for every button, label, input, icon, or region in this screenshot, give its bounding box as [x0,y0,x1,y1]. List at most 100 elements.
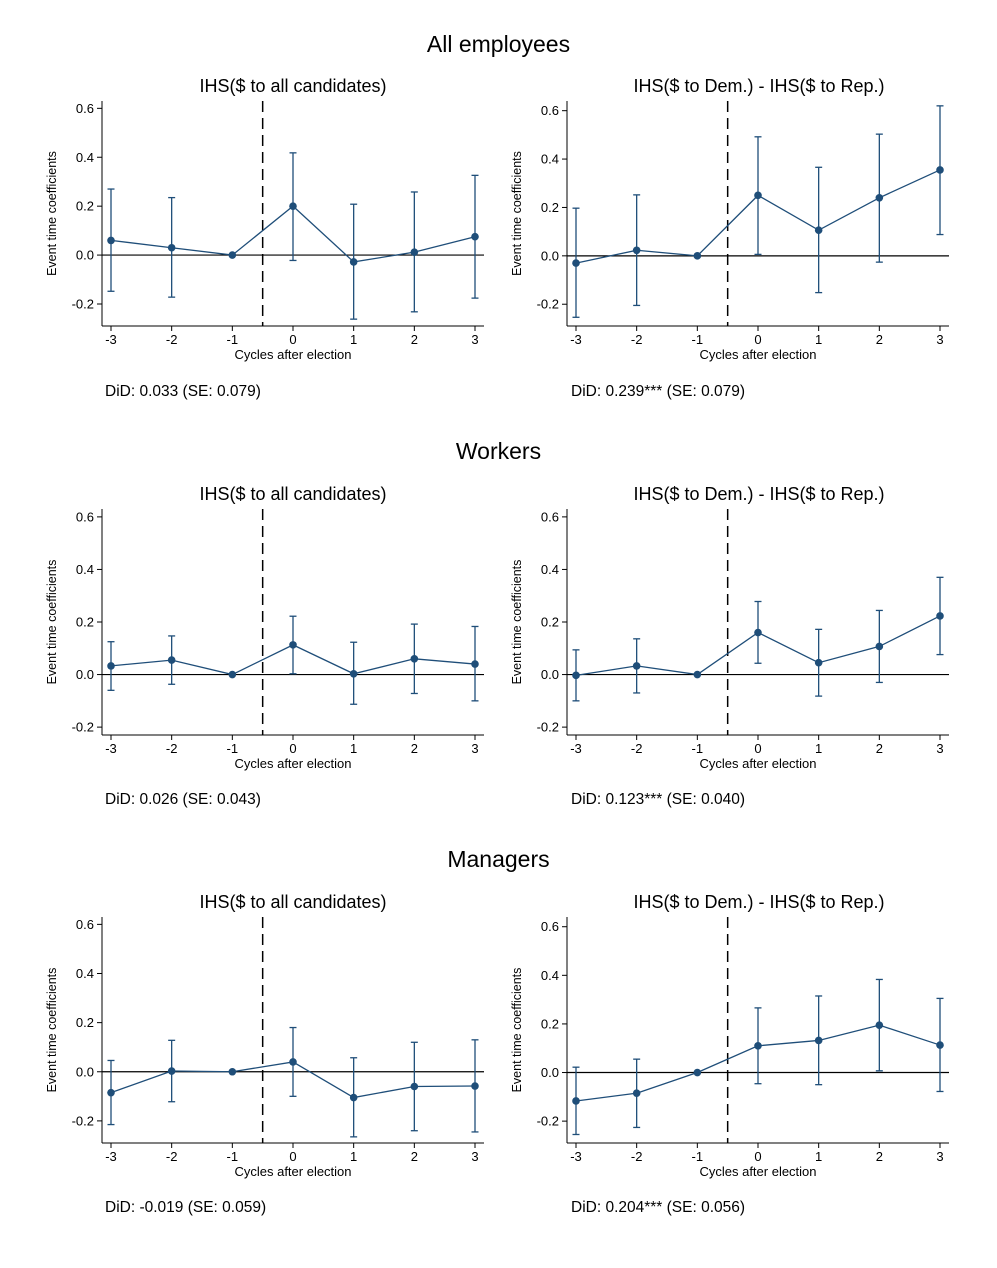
x-tick-label: 0 [754,1149,761,1164]
x-tick-label: 2 [411,741,418,756]
coefficient-point [632,1089,641,1097]
y-tick-label: -0.2 [72,296,94,311]
y-tick-label: -0.2 [537,297,559,312]
y-axis-label: Event time coefficients [510,560,524,685]
y-axis-label: Event time coefficients [510,151,524,276]
panel-title-managers-total: IHS($ to all candidates) [199,892,387,912]
x-tick-label: 2 [876,741,883,756]
y-tick-label: 0.2 [76,1015,94,1030]
x-axis-label: Cycles after election [699,756,816,771]
panel-title-managers-diff: IHS($ to Dem.) - IHS($ to Rep.) [633,892,885,912]
x-axis-label: Cycles after election [699,347,816,362]
x-tick-label: -3 [105,1149,117,1164]
y-tick-label: 0.4 [76,562,94,577]
coefficient-point [167,1067,176,1075]
x-tick-label: 1 [815,332,822,347]
x-tick-label: 2 [411,1149,418,1164]
section-title-all-employees: All employees [426,31,571,57]
coefficient-point [754,1041,762,1050]
y-axis-label: Event time coefficients [510,968,524,1093]
x-tick-label: 1 [350,741,357,756]
x-tick-label: 1 [350,332,357,347]
panel-title-workers-total: IHS($ to all candidates) [199,484,387,504]
coefficient-point [410,654,419,663]
x-tick-label: -2 [166,1149,178,1164]
coefficient-point [814,658,823,667]
y-tick-label: 0.6 [541,509,559,524]
did-managers-total: DiD: -0.019 (SE: 0.059) [105,1199,267,1216]
x-tick-label: 3 [471,1149,478,1164]
x-tick-label: 0 [289,332,296,347]
coefficient-point [349,669,358,678]
coefficient-point [875,193,884,202]
x-tick-label: -3 [570,332,582,347]
coefficient-point [693,252,702,260]
coefficient-point [289,641,297,649]
coefficient-point [936,1041,944,1049]
coefficient-point [167,243,176,252]
coefficient-point [572,1097,580,1105]
y-axis-label: Event time coefficients [45,968,59,1093]
coefficient-point [632,246,641,255]
did-managers-diff: DiD: 0.204*** (SE: 0.056) [571,1199,746,1216]
x-tick-label: -3 [570,741,582,756]
coefficient-point [107,1088,115,1097]
x-axis-label: Cycles after election [234,756,351,771]
x-tick-label: -1 [227,1149,239,1164]
x-tick-label: 2 [876,1149,883,1164]
coefficient-point [754,191,762,200]
x-tick-label: -2 [631,741,643,756]
y-tick-label: -0.2 [537,1114,559,1129]
y-tick-label: -0.2 [72,1113,94,1128]
chart-panel-4: -0.2 0.0 0.2 0.4 0.6 -3 -2 -1 0 1 2 3 Cycles after e… [45,917,484,1179]
x-tick-label: -3 [105,332,117,347]
coefficient-point [107,662,115,670]
panel-title-workers-diff: IHS($ to Dem.) - IHS($ to Rep.) [633,484,885,504]
coefficient-point [471,660,479,668]
x-tick-label: -3 [570,1149,582,1164]
x-tick-label: -1 [692,741,704,756]
y-tick-label: 0.6 [541,103,559,118]
y-tick-label: 0.6 [541,919,559,934]
x-tick-label: -3 [105,741,117,756]
x-tick-label: 3 [471,741,478,756]
coefficient-point [693,1068,702,1077]
chart-panel-3: -0.2 0.0 0.2 0.4 0.6 -3 -2 -1 0 1 2 3 Cycles after e… [510,509,949,771]
y-tick-label: 0.2 [76,615,94,630]
x-tick-label: 3 [936,741,943,756]
did-all-total: DiD: 0.033 (SE: 0.079) [105,383,261,400]
coefficient-point [875,1021,884,1029]
y-tick-label: 0.4 [76,150,94,165]
y-tick-label: 0.2 [541,200,559,215]
y-tick-label: 0.0 [541,667,559,682]
x-tick-label: 1 [815,741,822,756]
x-tick-label: -2 [166,741,178,756]
did-workers-total: DiD: 0.026 (SE: 0.043) [105,791,261,808]
chart-panel-1: -0.2 0.0 0.2 0.4 0.6 -3 -2 -1 0 1 2 3 Cycles after e… [510,101,949,362]
y-tick-label: -0.2 [72,720,94,735]
x-tick-label: -1 [692,1149,704,1164]
x-tick-label: -2 [166,332,178,347]
coefficient-point [349,1093,358,1102]
section-title-workers: Workers [455,438,542,464]
coefficient-point [875,642,884,651]
coefficient-point [289,1058,297,1066]
y-axis-label: Event time coefficients [45,151,59,276]
did-workers-diff: DiD: 0.123*** (SE: 0.040) [571,791,746,808]
section-title-managers: Managers [447,846,550,872]
coefficient-point [814,226,823,234]
coefficient-point [572,259,580,267]
x-tick-label: 0 [289,1149,296,1164]
y-tick-label: -0.2 [537,720,559,735]
y-axis-label: Event time coefficients [45,560,59,685]
y-tick-label: 0.6 [76,101,94,116]
coefficient-point [289,202,297,210]
y-tick-label: 0.4 [541,968,559,983]
x-tick-label: -2 [631,1149,643,1164]
coefficient-point [936,612,944,620]
y-tick-label: 0.0 [76,248,94,263]
coefficient-point [228,1067,237,1076]
y-tick-label: 0.2 [541,1016,559,1031]
coefficient-point [754,628,762,637]
